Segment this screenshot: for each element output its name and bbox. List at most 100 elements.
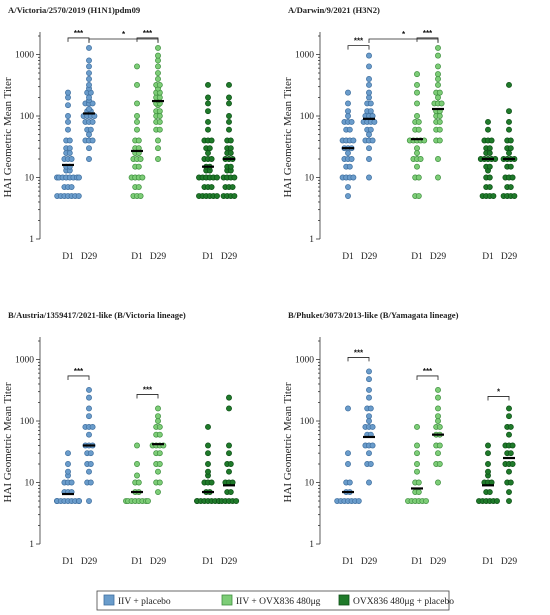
y-tick-label: 1	[29, 540, 34, 550]
data-point	[227, 137, 234, 144]
data-point	[155, 145, 161, 152]
data-point	[134, 472, 140, 479]
y-tick-label: 100	[300, 112, 315, 122]
significance-bracket	[67, 37, 90, 42]
data-point	[155, 418, 161, 424]
data-point	[205, 108, 211, 115]
data-point	[435, 44, 441, 51]
data-point	[367, 126, 374, 133]
data-point	[436, 119, 443, 125]
legend-label: IIV + OVX836 480μg	[236, 597, 321, 607]
chart-panel: B/Austria/1359417/2021-like (B/Victoria …	[2, 310, 240, 567]
data-point	[435, 405, 441, 412]
data-point	[155, 52, 161, 59]
x-tick-label: D1	[482, 557, 494, 567]
data-point	[231, 174, 238, 181]
data-point	[435, 63, 441, 70]
data-point	[227, 163, 234, 170]
data-point	[65, 119, 71, 125]
data-point	[145, 498, 151, 504]
significance-label: ***	[74, 367, 84, 376]
y-tick-label: 1000	[295, 51, 314, 61]
significance-bracket	[487, 396, 510, 401]
data-point	[348, 119, 355, 125]
significance-label: *	[402, 30, 406, 39]
data-point	[134, 442, 140, 449]
x-tick-label: D1	[411, 252, 423, 262]
y-axis-label: HAI Geometric Mean Titer	[282, 382, 294, 502]
data-point	[414, 468, 420, 475]
data-point	[86, 394, 92, 401]
data-point	[435, 94, 441, 101]
data-point	[414, 81, 420, 88]
data-point	[226, 450, 232, 457]
data-point	[506, 498, 512, 504]
data-point	[488, 137, 495, 144]
data-point	[436, 424, 443, 430]
chart-panel: A/Darwin/9/2021 (H3N2) 1 10 100 1000 HAI Geom…	[282, 5, 517, 262]
y-tick-label: 1	[309, 540, 314, 550]
data-point	[435, 174, 441, 181]
data-point	[509, 461, 516, 467]
legend-swatch	[338, 594, 350, 606]
data-point	[366, 156, 372, 162]
data-point	[345, 184, 351, 190]
data-point	[435, 81, 441, 88]
data-point	[86, 468, 92, 475]
data-point	[137, 193, 144, 199]
legend-box	[96, 590, 450, 611]
data-point	[214, 193, 220, 199]
data-point	[66, 145, 73, 152]
x-tick-label: D1	[62, 557, 74, 567]
x-tick-label: D29	[81, 557, 98, 567]
data-point	[87, 450, 94, 457]
data-point	[208, 479, 215, 486]
data-point	[345, 461, 351, 467]
data-point	[208, 184, 215, 190]
data-point	[369, 442, 376, 449]
data-point	[65, 89, 71, 96]
data-point	[486, 150, 493, 156]
y-tick-label: 10	[305, 174, 315, 184]
data-point	[506, 405, 512, 412]
data-point	[205, 94, 211, 101]
data-point	[415, 489, 422, 495]
data-point	[205, 119, 211, 125]
data-point	[345, 100, 351, 107]
data-point	[366, 81, 372, 88]
data-point	[206, 145, 213, 152]
data-point	[65, 468, 71, 475]
data-point	[435, 386, 441, 393]
data-point	[86, 76, 92, 82]
significance-label: ***	[423, 29, 433, 38]
data-point	[486, 163, 493, 170]
data-point	[436, 461, 443, 467]
data-point	[156, 479, 163, 486]
x-tick-label: D29	[361, 557, 378, 567]
y-tick-label: 1000	[15, 356, 34, 366]
data-point	[438, 100, 445, 107]
data-point	[134, 113, 140, 119]
data-point	[65, 126, 71, 133]
data-point	[86, 386, 92, 393]
data-point	[86, 145, 92, 152]
data-point	[208, 137, 215, 144]
y-tick-label: 10	[305, 479, 315, 489]
data-point	[76, 174, 82, 181]
data-point	[89, 137, 96, 144]
data-point	[227, 461, 234, 467]
data-point	[156, 126, 163, 133]
y-axis-label: HAI Geometric Mean Titer	[2, 77, 14, 197]
data-point	[346, 479, 353, 486]
data-point	[87, 126, 94, 133]
data-point	[506, 413, 512, 420]
data-point	[86, 106, 92, 112]
data-point	[156, 119, 163, 125]
y-tick-label: 10	[25, 479, 35, 489]
data-point	[506, 431, 512, 438]
data-point	[86, 44, 92, 51]
data-point	[366, 479, 372, 486]
data-point	[66, 150, 73, 156]
data-point	[415, 174, 422, 181]
x-tick-label: D29	[150, 252, 167, 262]
